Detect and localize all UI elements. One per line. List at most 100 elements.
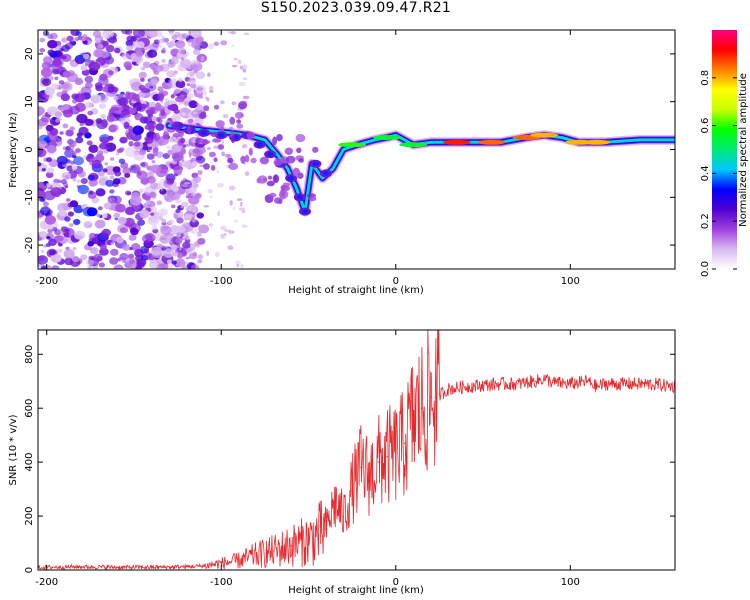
snr-data-point: [622, 383, 624, 385]
heatmap-blob: [134, 113, 144, 121]
heatmap-blob: [38, 162, 48, 173]
y-tick-label: 0: [24, 567, 35, 573]
heatmap-blob: [188, 100, 198, 109]
heatmap-blob: [238, 81, 246, 87]
heatmap-blob: [87, 174, 95, 181]
heatmap-blob: [222, 114, 229, 118]
heatmap-blob: [213, 145, 218, 149]
heatmap-blob: [186, 190, 189, 196]
heatmap-blob: [140, 77, 145, 82]
heatmap-blob: [71, 165, 78, 171]
snr-data-point: [552, 382, 554, 384]
heatmap-blob: [47, 39, 58, 49]
heatmap-blob: [232, 206, 235, 210]
heatmap-blob: [55, 118, 61, 123]
snr-data-point: [81, 566, 83, 568]
heatmap-blob: [75, 148, 81, 154]
heatmap-blob: [184, 143, 191, 147]
heatmap-blob: [177, 253, 184, 259]
heatmap-blob: [206, 250, 210, 257]
heatmap-blob: [171, 122, 180, 130]
heatmap-blob: [197, 170, 203, 176]
heatmap-blob: [157, 86, 164, 92]
heatmap-blob: [243, 32, 250, 36]
heatmap-blob: [60, 226, 68, 233]
heatmap-blob: [116, 237, 124, 244]
heatmap-blob: [145, 200, 151, 205]
heatmap-blob: [171, 34, 178, 41]
heatmap-blob: [212, 138, 222, 143]
heatmap-blob: [175, 199, 182, 204]
heatmap-blob: [44, 215, 57, 225]
heatmap-blob: [91, 159, 102, 169]
heatmap-blob: [98, 262, 105, 268]
heatmap-blob: [168, 63, 172, 67]
heatmap-blob: [218, 133, 225, 138]
heatmap-blob: [208, 151, 216, 158]
heatmap-blob: [54, 76, 59, 81]
snr-data-point: [238, 560, 240, 562]
heatmap-blob: [138, 188, 144, 193]
heatmap-blob: [166, 259, 173, 264]
heatmap-blob: [61, 82, 70, 90]
heatmap-blob: [166, 178, 175, 185]
x-tick-label: -100: [210, 577, 233, 588]
heatmap-blob: [296, 147, 302, 154]
heatmap-blob: [159, 213, 163, 216]
snr-data-point: [342, 515, 344, 517]
heatmap-blob: [159, 44, 163, 48]
y-tick-label: -20: [24, 237, 35, 253]
heatmap-blob: [186, 83, 191, 87]
heatmap-blob: [88, 61, 101, 72]
heatmap-blob: [122, 244, 131, 251]
heatmap-blob: [89, 247, 99, 255]
snr-data-point: [360, 466, 362, 469]
colorbar-tick-label: 0.6: [700, 118, 711, 134]
heatmap-blob: [203, 163, 210, 170]
heatmap-blob: [77, 184, 90, 195]
heatmap-blob: [217, 210, 220, 217]
heatmap-blob: [190, 246, 195, 251]
snr-x-label: Height of straight line (km): [288, 585, 424, 596]
heatmap-blob: [140, 103, 148, 109]
heatmap-blob: [96, 213, 101, 218]
heatmap-blob: [184, 222, 188, 225]
heatmap-blob: [161, 218, 167, 223]
snr-data-point: [604, 383, 606, 385]
heatmap-blob: [200, 130, 207, 135]
heatmap-blob: [312, 146, 319, 153]
heatmap-blob: [61, 104, 70, 111]
heatmap-blob: [125, 64, 132, 71]
heatmap-blob: [244, 154, 250, 163]
heatmap-blob: [191, 160, 198, 167]
heatmap-blob: [113, 212, 121, 219]
heatmap-blob: [128, 234, 137, 241]
snr-y-axis: 0 200 400 600 800: [24, 345, 675, 573]
heatmap-blob: [69, 223, 74, 227]
heatmap-blob: [52, 116, 56, 120]
heatmap-blob: [145, 197, 151, 202]
snr-data-point: [386, 456, 388, 458]
heatmap-blob: [217, 182, 224, 188]
heatmap-blob: [161, 59, 166, 63]
heatmap-blob: [308, 196, 317, 202]
snr-data-point: [403, 442, 406, 444]
heatmap-blob: [273, 158, 283, 167]
heatmap-blob: [110, 242, 114, 246]
heatmap-blob: [75, 136, 84, 144]
heatmap-blob: [133, 30, 145, 38]
heatmap-blob: [192, 251, 197, 257]
heatmap-blob: [155, 64, 164, 72]
heatmap-blob: [50, 187, 62, 197]
heatmap-blob: [190, 191, 196, 197]
heatmap-blob: [45, 124, 54, 132]
heatmap-blob: [162, 47, 166, 50]
heatmap-blob: [183, 182, 191, 185]
heatmap-blob: [85, 69, 90, 74]
heatmap-blob: [183, 59, 191, 64]
heatmap-blob: [274, 197, 282, 204]
heatmap-blob: [267, 175, 273, 180]
heatmap-blob: [46, 145, 57, 154]
heatmap-blob: [173, 113, 179, 119]
heatmap-blob: [174, 258, 186, 268]
